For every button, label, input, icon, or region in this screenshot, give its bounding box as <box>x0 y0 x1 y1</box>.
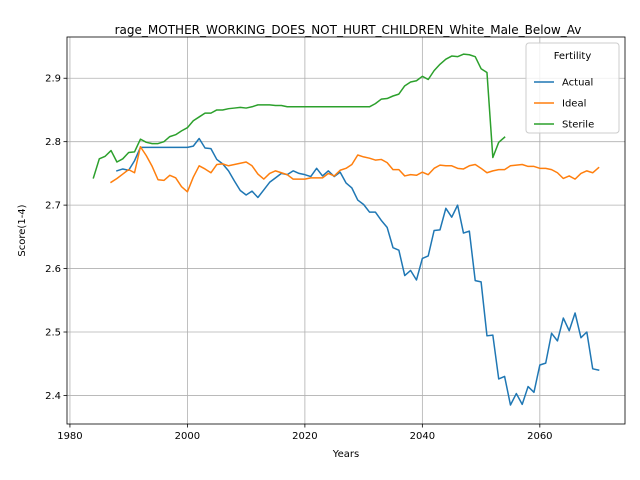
y-axis-label: Score(1-4) <box>17 204 28 256</box>
y-tick-label: 2.9 <box>45 74 61 85</box>
series-line-actual <box>115 137 600 406</box>
y-tick-label: 2.6 <box>45 264 61 275</box>
legend-label-ideal: Ideal <box>562 99 586 110</box>
legend-label-sterile: Sterile <box>562 120 594 131</box>
legend: Fertility Actual Ideal Sterile <box>525 42 620 134</box>
x-tick-label: 2060 <box>527 431 552 442</box>
y-tick-label: 2.5 <box>45 328 61 339</box>
legend-label-actual: Actual <box>562 78 593 89</box>
series-line-sterile <box>92 53 506 179</box>
series-line-ideal <box>110 146 600 193</box>
legend-title: Fertility <box>554 51 592 62</box>
x-tick-label: 2020 <box>292 431 317 442</box>
chart-title: rage_MOTHER_WORKING_DOES_NOT_HURT_CHILDR… <box>115 23 582 37</box>
y-tick-label: 2.8 <box>45 137 61 148</box>
y-tick-label: 2.7 <box>45 201 61 212</box>
x-tick-label: 2000 <box>175 431 200 442</box>
legend-box <box>525 42 620 134</box>
series-lines <box>92 53 600 406</box>
y-axis: 2.4 2.5 2.6 2.7 2.8 2.9 <box>45 74 67 402</box>
x-axis: 1980 2000 2020 2040 2060 <box>57 424 553 442</box>
x-tick-label: 1980 <box>57 431 82 442</box>
plot-area-frame <box>66 36 626 425</box>
x-axis-label: Years <box>332 449 359 460</box>
x-tick-label: 2040 <box>410 431 435 442</box>
legend-items: Actual Ideal Sterile <box>534 78 594 131</box>
y-tick-label: 2.4 <box>45 391 61 402</box>
